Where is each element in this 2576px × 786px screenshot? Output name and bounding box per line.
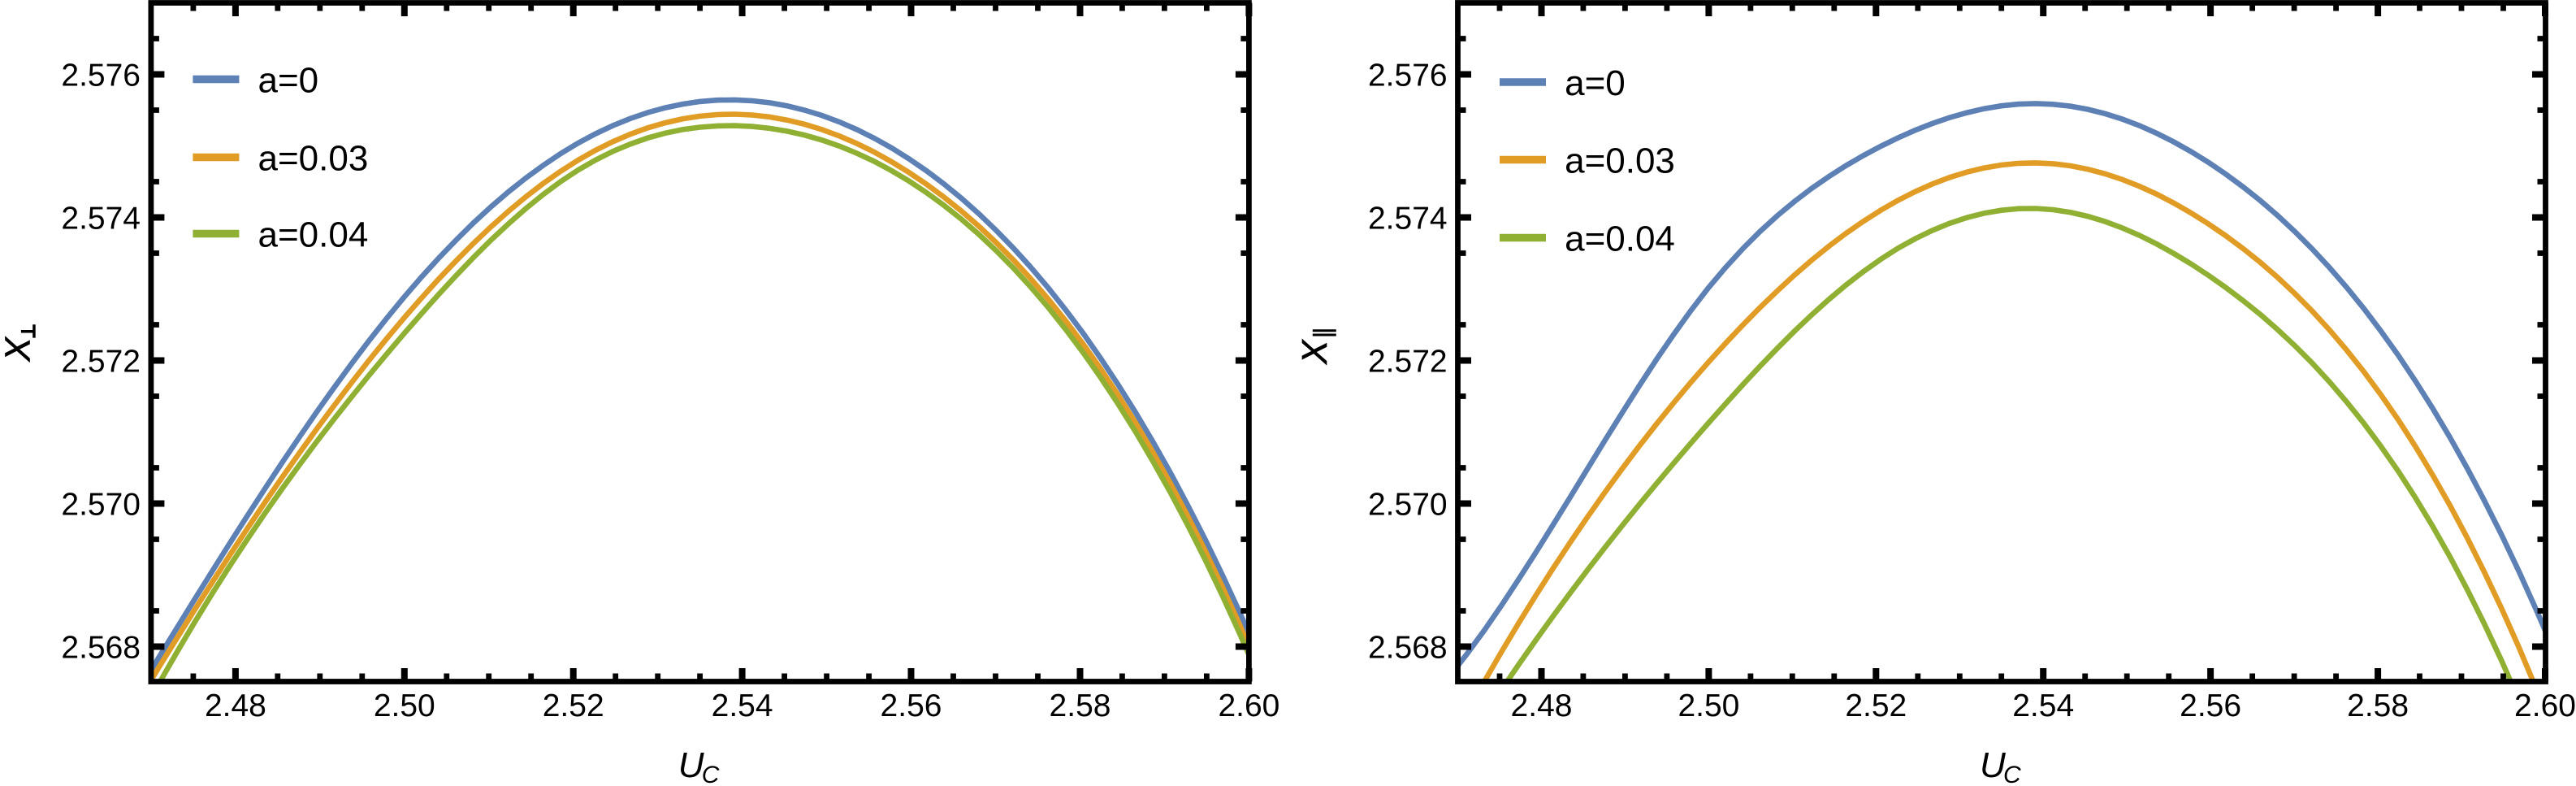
svg-text:2.568: 2.568 [1368,631,1448,666]
svg-text:2.570: 2.570 [1368,488,1448,523]
svg-text:X: X [1295,339,1335,365]
svg-text:2.56: 2.56 [881,688,942,723]
svg-text:2.572: 2.572 [1368,345,1448,380]
svg-text:2.52: 2.52 [1845,688,1907,723]
svg-text:2.58: 2.58 [2347,688,2409,723]
svg-text:a=0: a=0 [258,61,319,101]
svg-text:a=0.04: a=0.04 [258,215,369,255]
svg-text:2.48: 2.48 [205,688,266,723]
svg-text:2.56: 2.56 [2180,688,2241,723]
svg-text:2.52: 2.52 [543,688,604,723]
svg-text:2.570: 2.570 [61,488,141,523]
svg-text:2.48: 2.48 [1511,688,1573,723]
svg-text:2.54: 2.54 [712,688,773,723]
svg-text:C: C [702,762,720,786]
svg-text:2.574: 2.574 [61,202,141,237]
svg-text:2.50: 2.50 [374,688,435,723]
svg-text:2.54: 2.54 [2012,688,2074,723]
svg-text:2.576: 2.576 [61,59,141,93]
svg-text:a=0.03: a=0.03 [258,139,369,179]
svg-text:2.60: 2.60 [1218,688,1279,723]
svg-text:U: U [1980,745,2006,785]
svg-text:a=0.03: a=0.03 [1565,141,1675,181]
svg-text:2.572: 2.572 [61,345,141,380]
svg-text:2.576: 2.576 [1368,59,1448,93]
svg-text:2.568: 2.568 [61,631,141,666]
svg-text:2.58: 2.58 [1050,688,1111,723]
svg-text:a=0.04: a=0.04 [1565,219,1675,259]
svg-text:X: X [0,337,37,363]
svg-text:2.574: 2.574 [1368,202,1448,237]
svg-text:U: U [678,745,704,785]
svg-text:2.60: 2.60 [2514,688,2576,723]
svg-text:C: C [2003,762,2021,786]
svg-text:a=0: a=0 [1565,63,1626,103]
svg-text:2.50: 2.50 [1678,688,1739,723]
